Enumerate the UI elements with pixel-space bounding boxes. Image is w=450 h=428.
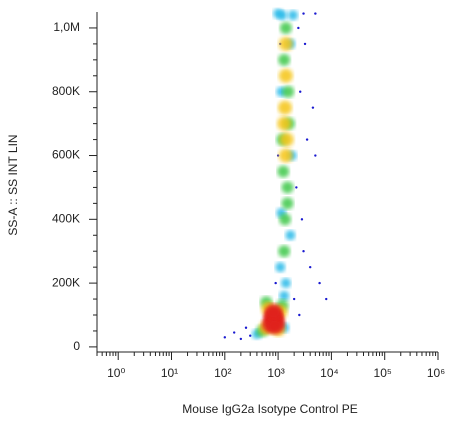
y-tick-label: 400K xyxy=(52,211,80,225)
data-point xyxy=(299,90,302,93)
data-point xyxy=(292,297,296,301)
data-point xyxy=(314,154,317,157)
data-point xyxy=(281,181,294,194)
data-point xyxy=(279,290,290,301)
y-axis-label: SS-A :: SS INT LIN xyxy=(6,134,20,235)
data-point xyxy=(302,250,305,253)
data-point xyxy=(274,281,277,285)
data-point xyxy=(276,154,280,157)
y-tick-label: 200K xyxy=(52,275,80,289)
data-point xyxy=(279,132,294,147)
data-point xyxy=(303,42,307,46)
data-point xyxy=(318,281,321,285)
x-tick-label: 10² xyxy=(214,366,231,380)
y-tick-label: 800K xyxy=(52,84,80,98)
data-point xyxy=(325,297,328,301)
data-point xyxy=(305,138,309,141)
data-point xyxy=(295,186,298,189)
data-point xyxy=(278,53,291,66)
x-tick-label: 10⁰ xyxy=(107,366,125,380)
data-point xyxy=(277,165,290,178)
x-tick-label: 10⁴ xyxy=(320,366,339,380)
x-tick-label: 10⁶ xyxy=(427,366,445,380)
data-point xyxy=(302,12,305,15)
data-point xyxy=(278,36,293,51)
data-point xyxy=(267,318,284,335)
x-tick-label: 10⁵ xyxy=(374,366,392,380)
data-point xyxy=(279,213,292,226)
y-tick-label: 1,0M xyxy=(53,20,80,34)
data-point xyxy=(311,106,315,109)
data-point xyxy=(275,262,286,273)
x-axis-label: Mouse IgG2a Isotype Control PE xyxy=(182,402,357,416)
data-point xyxy=(314,12,317,15)
data-point xyxy=(273,8,284,19)
data-point xyxy=(300,218,304,221)
data-point xyxy=(278,148,293,163)
y-tick-label: 0 xyxy=(73,339,80,353)
data-point xyxy=(297,26,300,30)
y-tick-label: 600K xyxy=(52,148,80,162)
data-point xyxy=(278,245,291,258)
data-point xyxy=(279,21,292,34)
x-tick-label: 10¹ xyxy=(161,366,178,380)
data-point xyxy=(232,331,236,334)
plot-area xyxy=(223,8,328,341)
data-point xyxy=(285,230,296,241)
data-point xyxy=(249,334,252,337)
x-tick-label: 10³ xyxy=(267,366,284,380)
data-point xyxy=(280,278,291,289)
data-point xyxy=(277,116,292,131)
data-point xyxy=(298,313,301,317)
data-point xyxy=(281,197,294,210)
data-point xyxy=(239,337,243,341)
data-point xyxy=(308,265,312,269)
data-point xyxy=(282,85,295,98)
data-point xyxy=(223,336,227,339)
data-point xyxy=(278,100,293,115)
data-point xyxy=(287,10,298,21)
data-point xyxy=(244,326,248,329)
data-point xyxy=(265,303,282,320)
data-point xyxy=(278,68,293,83)
